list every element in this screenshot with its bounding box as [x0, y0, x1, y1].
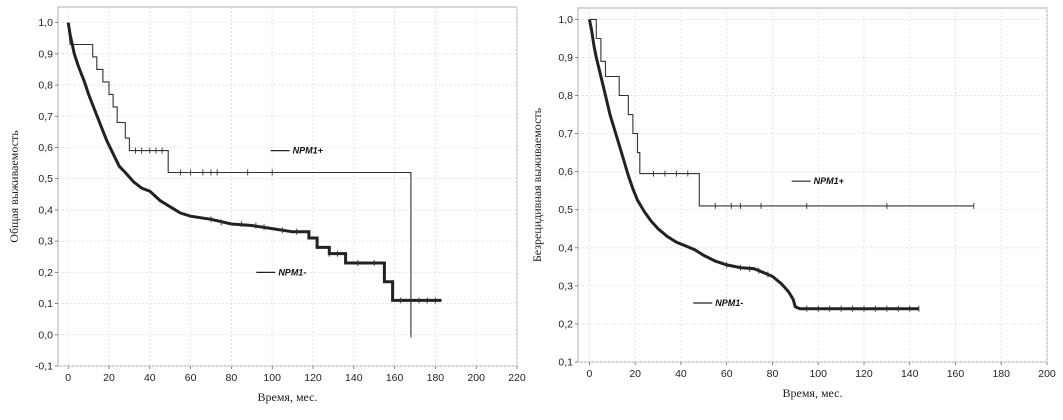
y-tick-label: 0,9 — [38, 48, 53, 60]
x-tick-label: 220 — [508, 372, 526, 384]
x-axis-title: Время, мес. — [258, 390, 318, 404]
series-label-npm1-pos: NPM1+ — [293, 146, 324, 156]
x-tick-label: 40 — [675, 368, 687, 380]
x-tick-label: 200 — [1038, 368, 1056, 380]
x-tick-label: 80 — [767, 368, 779, 380]
x-tick-label: 80 — [226, 372, 238, 384]
x-tick-label: 120 — [304, 372, 322, 384]
series-line-npm1-pos — [589, 18, 974, 207]
y-axis-title: Безрецидивная выживаемость — [530, 107, 544, 262]
y-tick-label: 0,2 — [38, 267, 53, 279]
x-tick-label: 140 — [345, 372, 363, 384]
y-tick-label: 0,1 — [558, 357, 573, 369]
x-tick-label: 180 — [427, 372, 445, 384]
series-label-npm1-pos: NPM1+ — [814, 176, 845, 186]
y-axis-title: Общая выживаемость — [7, 130, 21, 243]
y-tick-label: 0,7 — [38, 111, 53, 123]
overall-survival-chart: 0 20 40 60 80 100 120 140 160 180 200 220 -0,1 0,0 0,1… — [0, 0, 526, 420]
x-tick-label: 120 — [855, 368, 873, 380]
y-tick-label: 0,8 — [558, 90, 573, 102]
y-tick-label: 0,4 — [38, 204, 53, 216]
x-tick-label: 100 — [263, 372, 281, 384]
plot-frame — [577, 7, 1048, 363]
y-tick-label: 0,7 — [558, 128, 573, 140]
series-label-npm1-neg: NPM1- — [278, 267, 306, 277]
y-tick-label: 0,3 — [558, 280, 573, 292]
y-tick-label: 0,0 — [38, 329, 53, 341]
x-tick-label: 60 — [185, 372, 197, 384]
relapse-free-survival-chart: 0 20 40 60 80 100 120 140 160 180 200 0,1 0,2 0,3 0,4 0… — [527, 0, 1063, 420]
x-tick-label: 100 — [809, 368, 827, 380]
y-tick-label: 0,2 — [558, 318, 573, 330]
y-tick-label: 0,9 — [558, 52, 573, 64]
x-tick-label: 20 — [629, 368, 641, 380]
series-line-npm1-neg — [587, 19, 919, 311]
x-tick-label: 40 — [144, 372, 156, 384]
y-tick-label: 1,0 — [38, 17, 53, 29]
x-tick-label: 0 — [65, 372, 71, 384]
y-tick-label: -0,1 — [35, 361, 53, 373]
y-tick-label: 0,4 — [558, 242, 573, 254]
series-line-npm1-neg — [66, 22, 442, 302]
y-tick-label: 0,6 — [558, 166, 573, 178]
y-tick-label: 0,5 — [558, 204, 573, 216]
y-tick-label: 0,6 — [38, 142, 53, 154]
plot-frame — [57, 6, 518, 367]
x-tick-label: 20 — [103, 372, 115, 384]
overall-survival-plot: 0 20 40 60 80 100 120 140 160 180 200 220 -0,1 0,0 0,1… — [7, 6, 526, 404]
x-tick-label: 0 — [587, 368, 593, 380]
y-tick-label: 0,3 — [38, 236, 53, 248]
y-tick-label: 0,5 — [38, 173, 53, 185]
x-tick-label: 180 — [992, 368, 1010, 380]
relapse-free-survival-plot: 0 20 40 60 80 100 120 140 160 180 200 0,1 0,2 0,3 0,4 0… — [530, 7, 1056, 400]
x-tick-label: 140 — [901, 368, 919, 380]
y-tick-label: 0,8 — [38, 80, 53, 92]
x-axis-title: Время, мес. — [783, 386, 843, 400]
x-tick-label: 200 — [467, 372, 485, 384]
x-tick-label: 60 — [721, 368, 733, 380]
y-tick-label: 1,0 — [558, 14, 573, 26]
x-tick-label: 160 — [947, 368, 965, 380]
series-label-npm1-neg: NPM1- — [715, 298, 743, 308]
y-tick-label: 0,1 — [38, 298, 53, 310]
series-line-npm1-pos — [67, 22, 412, 335]
x-tick-label: 160 — [386, 372, 404, 384]
